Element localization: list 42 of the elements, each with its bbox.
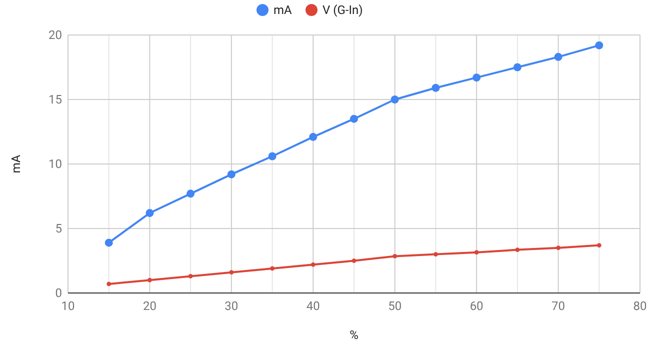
- point: [227, 170, 236, 178]
- x-tick-label: 80: [633, 299, 647, 313]
- point: [472, 74, 481, 82]
- point: [270, 266, 274, 271]
- point: [352, 258, 356, 263]
- point: [229, 270, 234, 275]
- y-tick-label: 5: [55, 222, 62, 236]
- legend-label: mA: [274, 3, 292, 17]
- point: [432, 84, 440, 92]
- point: [595, 41, 604, 50]
- x-tick-label: 50: [388, 299, 402, 313]
- point: [554, 52, 562, 61]
- point: [186, 190, 195, 198]
- point: [515, 248, 520, 252]
- point: [474, 250, 479, 255]
- point: [310, 262, 316, 267]
- y-axis-title: mA: [9, 154, 23, 174]
- y-tick-label: 20: [48, 28, 62, 42]
- y-tick-label: 10: [48, 157, 62, 171]
- point: [104, 238, 113, 247]
- y-tick-label: 0: [55, 286, 62, 300]
- y-tick-label: 15: [48, 92, 62, 106]
- point: [268, 152, 276, 160]
- x-axis-title: %: [350, 328, 359, 342]
- point: [556, 246, 560, 250]
- point: [309, 132, 318, 141]
- x-tick-label: 60: [470, 299, 484, 313]
- point: [513, 63, 522, 72]
- point: [392, 254, 398, 258]
- x-tick-label: 20: [142, 299, 157, 313]
- x-tick-label: 40: [306, 299, 320, 313]
- legend-label: V (G-In): [322, 3, 363, 17]
- point: [350, 114, 358, 123]
- point: [188, 274, 193, 278]
- point: [390, 96, 399, 104]
- point: [434, 252, 438, 256]
- point: [106, 282, 112, 286]
- point: [596, 243, 602, 248]
- point: [148, 278, 152, 282]
- point: [146, 209, 154, 218]
- x-tick-label: 70: [552, 299, 566, 313]
- x-tick-label: 30: [224, 299, 238, 313]
